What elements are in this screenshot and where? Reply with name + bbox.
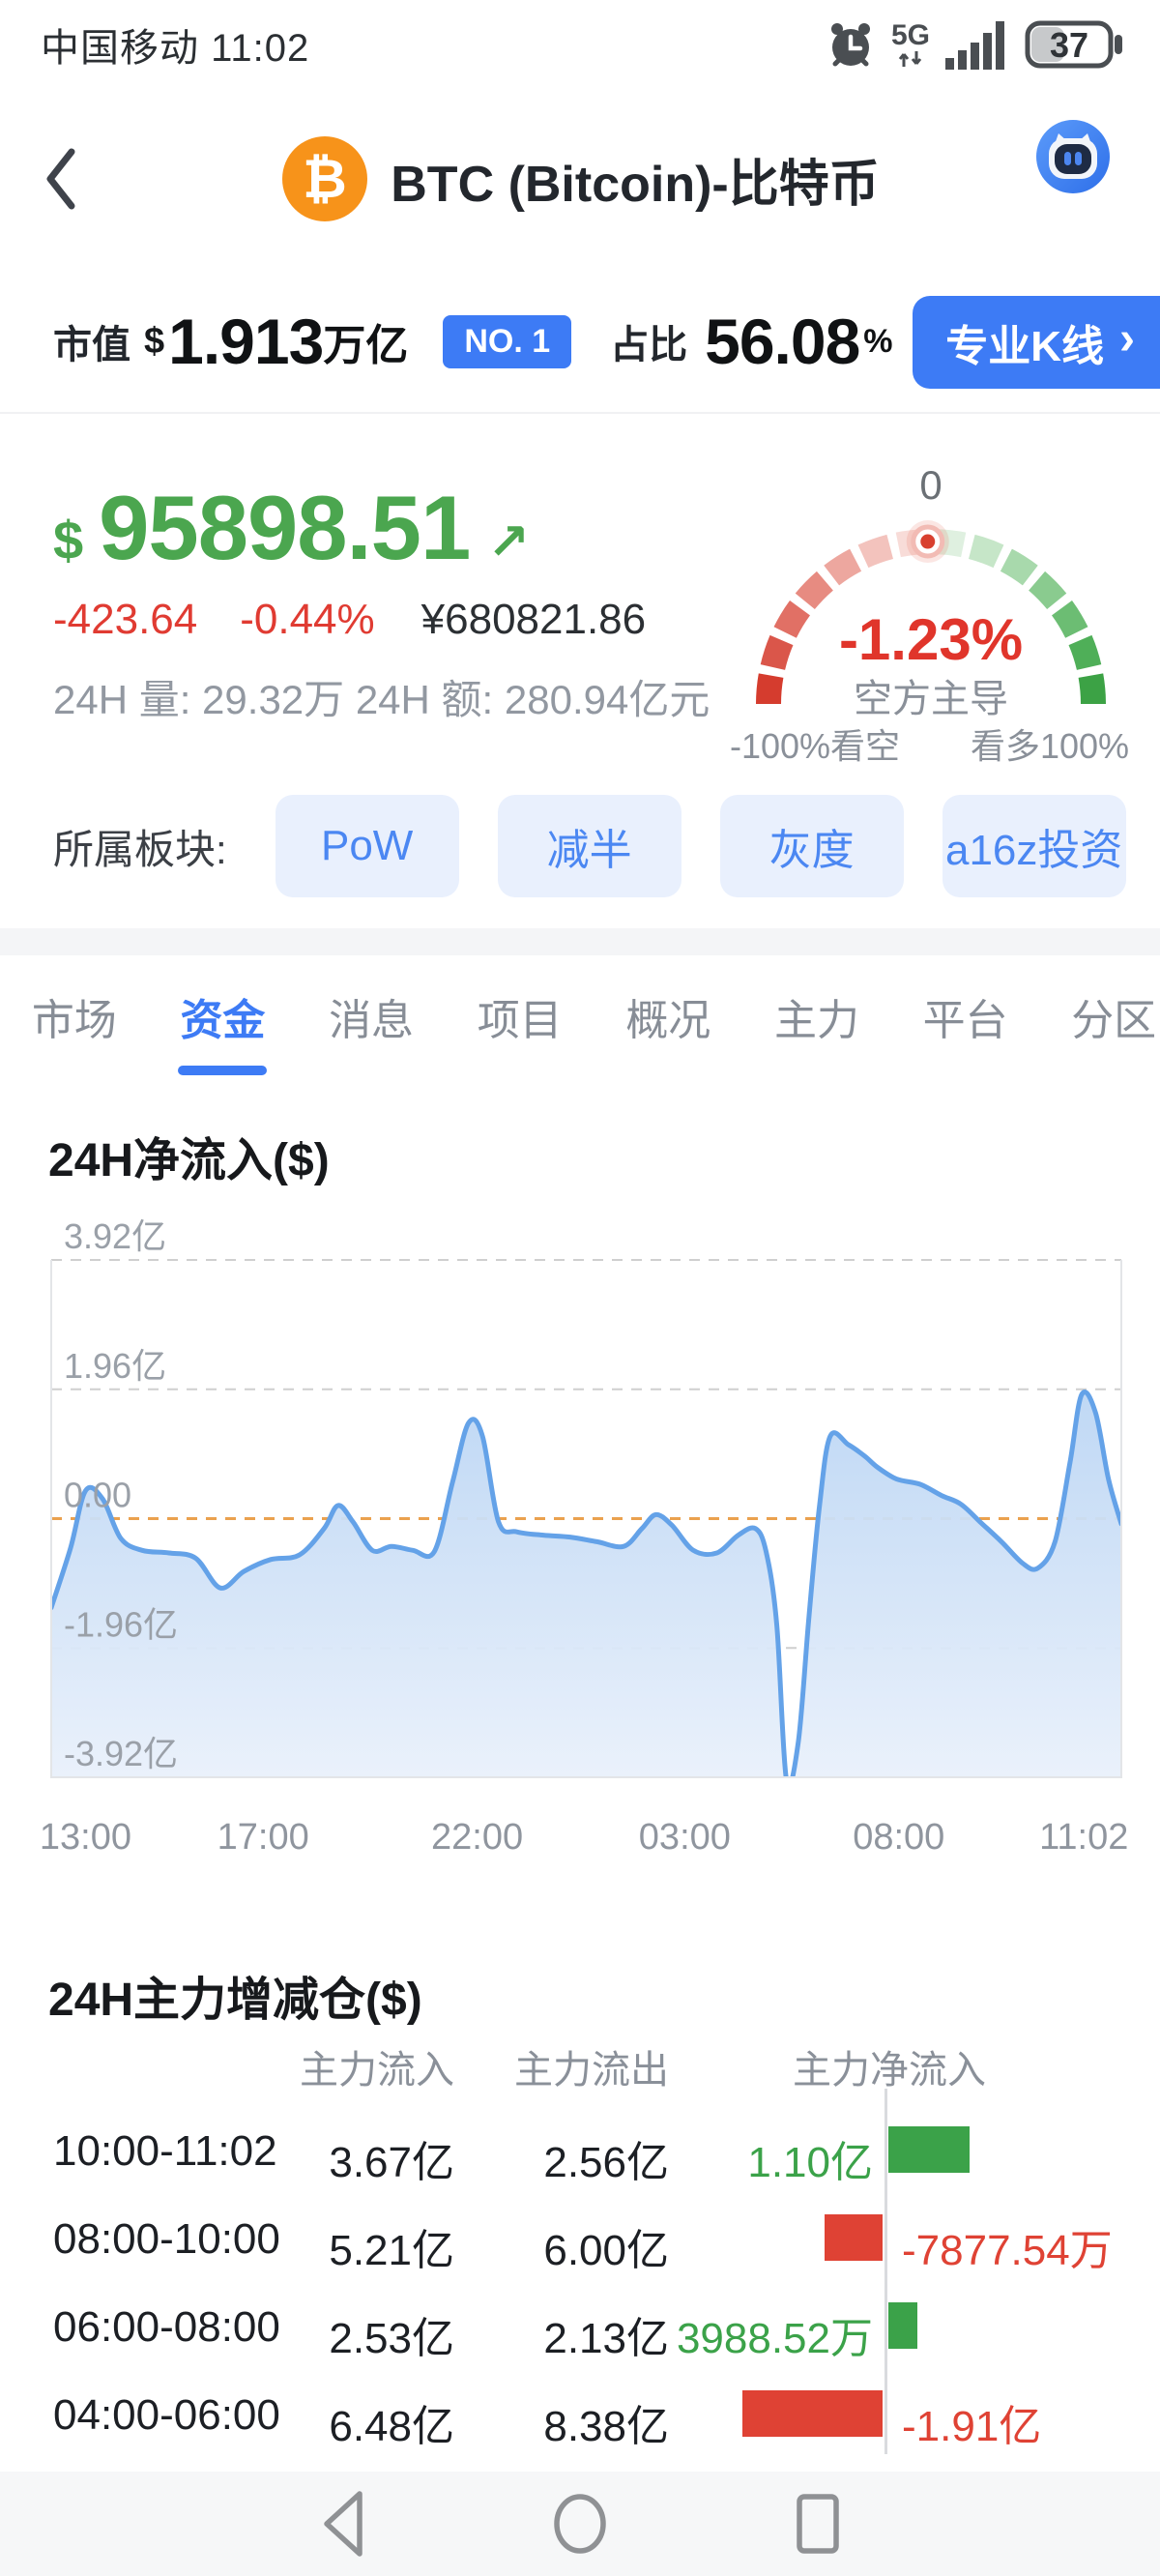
tab-news[interactable]: 消息 bbox=[329, 997, 415, 1044]
sentiment-gauge: 0 -1.23% 空方主导 -100%看空 看多100% bbox=[723, 454, 1139, 774]
tab-project[interactable]: 项目 bbox=[477, 997, 563, 1044]
gauge-value: -1.23% bbox=[839, 607, 1023, 672]
net-value-label: 3988.52万 bbox=[676, 2315, 873, 2362]
nav-recents-icon[interactable] bbox=[781, 2480, 855, 2567]
svg-text:-3.92亿: -3.92亿 bbox=[64, 1734, 178, 1773]
market-cap-value: 1.913 bbox=[168, 306, 324, 377]
svg-text:1.96亿: 1.96亿 bbox=[64, 1346, 166, 1386]
tab-market[interactable]: 市场 bbox=[31, 997, 117, 1044]
chevron-right-icon: › bbox=[1119, 313, 1135, 365]
battery-icon: 37 bbox=[1025, 20, 1122, 69]
table-row: 08:00-10:00 5.21亿 6.00亿 -7877.54万 bbox=[0, 2194, 1160, 2281]
col-outflow: 主力流出 bbox=[514, 2049, 669, 2092]
network-5g-icon: 5G bbox=[891, 21, 930, 68]
market-cap-unit: 万亿 bbox=[323, 322, 409, 369]
price-row: $ 95898.51 ↗ bbox=[53, 476, 530, 580]
sector-chip[interactable]: a16z投资 bbox=[942, 795, 1126, 897]
page-title: BTC (Bitcoin)-比特币 bbox=[391, 156, 880, 213]
svg-text:37: 37 bbox=[1050, 25, 1088, 65]
table-row: 06:00-08:00 2.53亿 2.13亿 3988.52万 bbox=[0, 2282, 1160, 2369]
price-change-row: -423.64 -0.44% ¥680821.86 bbox=[53, 596, 646, 644]
svg-text:03:00: 03:00 bbox=[639, 1817, 731, 1858]
sector-chip[interactable]: 灰度 bbox=[719, 795, 904, 897]
gauge-zero-label: 0 bbox=[919, 462, 942, 508]
price-up-arrow-icon: ↗ bbox=[487, 514, 530, 571]
tab-funds[interactable]: 资金 bbox=[178, 955, 268, 1077]
svg-text:₿: ₿ bbox=[303, 148, 347, 209]
bitcoin-icon: ₿ bbox=[282, 136, 368, 221]
alarm-clock-icon bbox=[830, 23, 870, 67]
svg-text:08:00: 08:00 bbox=[853, 1817, 944, 1858]
tab-platform[interactable]: 平台 bbox=[922, 997, 1008, 1044]
col-inflow: 主力流入 bbox=[300, 2049, 454, 2092]
section-divider bbox=[0, 928, 1160, 955]
price-change: -423.64 bbox=[53, 596, 198, 643]
svg-text:-1.96亿: -1.96亿 bbox=[64, 1604, 178, 1644]
gauge-left-label: -100%看空 bbox=[730, 726, 900, 766]
signal-bars-icon bbox=[945, 21, 1004, 70]
position-table: 10:00-11:02 3.67亿 2.56亿 1.10亿 08:00-10:0… bbox=[0, 2089, 1160, 2457]
dominance-label: 占比 bbox=[610, 324, 688, 366]
market-cap-label: 市值 bbox=[53, 324, 130, 366]
svg-text:17:00: 17:00 bbox=[218, 1817, 309, 1858]
pro-kline-button[interactable]: 专业K线 › bbox=[913, 296, 1160, 389]
col-netflow: 主力净流入 bbox=[793, 2049, 986, 2092]
sector-chip[interactable]: 减半 bbox=[497, 795, 682, 897]
net-value-label: -1.91亿 bbox=[902, 2403, 1042, 2450]
svg-text:13:00: 13:00 bbox=[40, 1817, 131, 1858]
svg-text:3.92亿: 3.92亿 bbox=[64, 1216, 166, 1256]
net-value-label: 1.10亿 bbox=[747, 2139, 873, 2186]
android-nav-bar bbox=[0, 2472, 1160, 2576]
market-cap-bar: 市值 $ 1.913 万亿 NO. 1 占比 56.08 % 专业K线 › bbox=[0, 271, 1160, 414]
net-value-label: -7877.54万 bbox=[902, 2227, 1113, 2274]
net-bar bbox=[888, 2302, 917, 2349]
rank-badge: NO. 1 bbox=[443, 314, 572, 368]
price-currency: $ bbox=[53, 510, 84, 571]
volume-row: 24H 量: 29.32万 24H 额: 280.94亿元 bbox=[53, 677, 710, 722]
netflow-area-chart[interactable]: 3.92亿 1.96亿 0.00 -1.96亿 -3.92亿 13:00 17:00 22:… bbox=[0, 1199, 1160, 1876]
price-value: 95898.51 bbox=[99, 477, 471, 578]
svg-text:22:00: 22:00 bbox=[431, 1817, 523, 1858]
price-change-pct: -0.44% bbox=[240, 596, 375, 643]
svg-text:11:02: 11:02 bbox=[1039, 1817, 1128, 1858]
position-title: 24H主力增减仓($) bbox=[48, 1975, 422, 2026]
status-bar: 中国移动 11:02 5G 37 bbox=[0, 0, 1160, 89]
tab-whale[interactable]: 主力 bbox=[773, 997, 859, 1044]
dominance-unit: % bbox=[863, 322, 893, 360]
dominance-value: 56.08 bbox=[705, 306, 860, 377]
position-table-header: 主力流入 主力流出 主力净流入 bbox=[0, 2038, 1160, 2096]
carrier-time-label: 中国移动 11:02 bbox=[41, 27, 310, 70]
sector-chip[interactable]: PoW bbox=[275, 795, 459, 897]
net-bar bbox=[742, 2390, 883, 2437]
net-bar bbox=[888, 2126, 970, 2173]
net-bar bbox=[825, 2214, 883, 2261]
netflow-title: 24H净流入($) bbox=[48, 1135, 330, 1186]
back-icon[interactable] bbox=[39, 144, 81, 214]
bar-zero-axis bbox=[884, 2089, 887, 2454]
svg-text:0.00: 0.00 bbox=[64, 1476, 131, 1515]
gauge-right-label: 看多100% bbox=[971, 726, 1129, 766]
table-row: 10:00-11:02 3.67亿 2.56亿 1.10亿 bbox=[0, 2106, 1160, 2193]
header: ₿ BTC (Bitcoin)-比特币 bbox=[0, 97, 1160, 261]
sector-label: 所属板块: bbox=[53, 826, 227, 872]
sector-row: 所属板块: PoW 减半 灰度 a16z投资 bbox=[0, 788, 1160, 904]
tab-bar: 市场 资金 消息 项目 概况 主力 平台 分区 bbox=[0, 955, 1160, 1077]
tab-zone[interactable]: 分区 bbox=[1071, 997, 1157, 1044]
assistant-bot-icon[interactable] bbox=[1034, 118, 1112, 195]
nav-back-icon[interactable] bbox=[305, 2480, 379, 2567]
price-cny: ¥680821.86 bbox=[420, 596, 647, 643]
market-cap-currency: $ bbox=[144, 320, 165, 362]
tab-overview[interactable]: 概况 bbox=[625, 997, 711, 1044]
gauge-status: 空方主导 bbox=[854, 678, 1008, 720]
table-row: 04:00-06:00 6.48亿 8.38亿 -1.91亿 bbox=[0, 2370, 1160, 2457]
nav-home-icon[interactable] bbox=[543, 2480, 617, 2567]
